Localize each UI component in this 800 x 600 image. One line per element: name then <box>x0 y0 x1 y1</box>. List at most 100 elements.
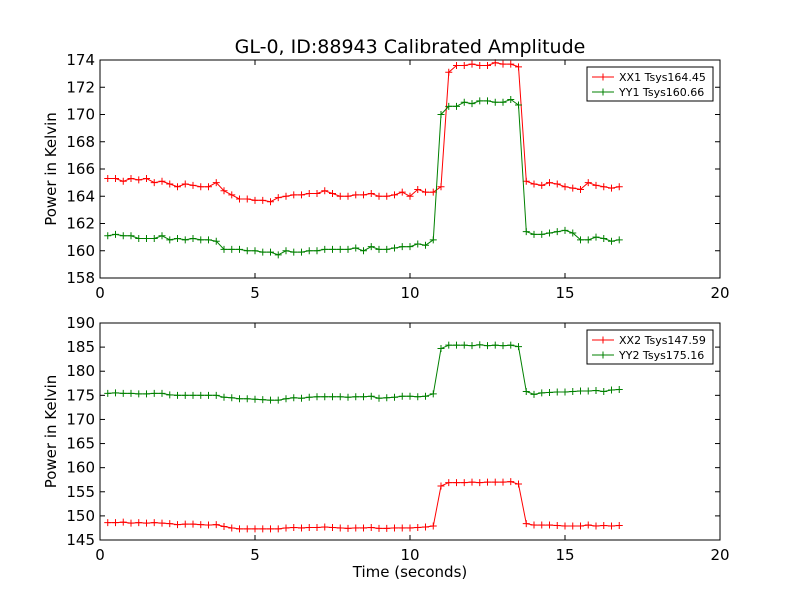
data-point <box>243 247 251 255</box>
data-point <box>468 342 476 350</box>
data-point <box>476 341 484 349</box>
data-point <box>197 391 205 399</box>
chart-title: GL-0, ID:88943 Calibrated Amplitude <box>235 36 586 58</box>
series-2 <box>104 341 623 404</box>
data-point <box>305 247 313 255</box>
data-point <box>228 394 236 402</box>
top-panel: 0 5 10 15 20 158 160 162 164 166 168 170 172 174 Power… <box>42 51 730 302</box>
data-point <box>298 524 305 532</box>
data-point <box>135 519 143 527</box>
data-point <box>181 180 189 188</box>
data-point <box>491 98 499 106</box>
data-point <box>166 391 174 399</box>
data-point <box>491 478 499 486</box>
data-point <box>205 183 212 191</box>
data-point <box>174 391 181 399</box>
data-point <box>267 198 274 206</box>
data-point <box>561 183 569 191</box>
data-point <box>329 190 336 198</box>
data-point <box>553 388 561 396</box>
data-point <box>236 245 243 253</box>
data-point <box>197 183 205 191</box>
y-tick-label: 166 <box>66 160 95 178</box>
data-point <box>569 387 577 395</box>
data-point <box>305 393 313 401</box>
data-point <box>251 247 259 255</box>
data-point <box>414 523 422 531</box>
data-point <box>274 194 282 202</box>
data-point <box>484 61 491 69</box>
x-tick-label: 10 <box>400 546 419 564</box>
legend: XX1 Tsys164.45 YY1 Tsys160.66 <box>586 66 714 102</box>
data-point <box>104 175 112 183</box>
data-point <box>530 180 538 188</box>
data-point <box>391 524 398 532</box>
data-point <box>538 389 546 397</box>
data-point <box>352 191 360 199</box>
data-point <box>530 521 538 529</box>
y-tick-label: 170 <box>66 410 95 428</box>
data-point <box>608 522 615 530</box>
data-point <box>336 393 344 401</box>
data-point <box>429 390 437 398</box>
data-point <box>150 179 158 187</box>
data-point <box>577 185 584 193</box>
data-point <box>181 236 189 244</box>
data-point <box>538 230 546 238</box>
data-point <box>507 478 515 486</box>
data-point <box>290 248 298 256</box>
data-point <box>468 60 476 68</box>
data-point <box>398 188 406 196</box>
data-point <box>290 523 298 531</box>
data-point <box>515 343 522 351</box>
data-point <box>158 177 166 185</box>
y-tick-label: 172 <box>66 78 95 96</box>
data-point <box>243 525 251 533</box>
data-point <box>181 391 189 399</box>
data-point <box>476 97 484 105</box>
data-point <box>453 341 460 349</box>
x-tick-label: 15 <box>555 284 574 302</box>
data-point <box>259 525 267 533</box>
x-tick-label: 0 <box>95 284 105 302</box>
data-point <box>189 391 197 399</box>
data-point <box>251 525 259 533</box>
data-point <box>352 244 360 252</box>
data-point <box>329 393 336 401</box>
data-point <box>375 394 383 402</box>
series-2 <box>104 96 623 259</box>
data-point <box>135 234 143 242</box>
data-point <box>608 237 615 245</box>
data-point <box>569 184 577 192</box>
data-point <box>577 387 584 395</box>
data-point <box>321 245 329 253</box>
data-point <box>344 393 352 401</box>
data-point <box>476 61 484 69</box>
data-point <box>112 389 119 397</box>
data-point <box>592 522 600 530</box>
data-point <box>600 234 608 242</box>
data-point <box>383 394 391 402</box>
data-point <box>367 523 375 531</box>
data-point <box>267 248 274 256</box>
x-tick-label: 5 <box>250 284 260 302</box>
data-point <box>546 521 553 529</box>
y-tick-label: 190 <box>66 314 95 332</box>
x-tick-label: 20 <box>710 284 729 302</box>
data-point <box>592 181 600 189</box>
data-point <box>398 524 406 532</box>
data-point <box>522 228 530 236</box>
data-point <box>615 183 623 191</box>
data-point <box>212 391 220 399</box>
data-point <box>212 237 220 245</box>
data-point <box>313 247 321 255</box>
data-point <box>484 97 491 105</box>
data-point <box>375 524 383 532</box>
data-point <box>445 102 453 110</box>
data-point <box>344 245 352 253</box>
data-point <box>522 177 530 185</box>
data-point <box>491 341 499 349</box>
y-tick-label: 165 <box>66 435 95 453</box>
data-point <box>228 191 236 199</box>
data-point <box>608 184 615 192</box>
